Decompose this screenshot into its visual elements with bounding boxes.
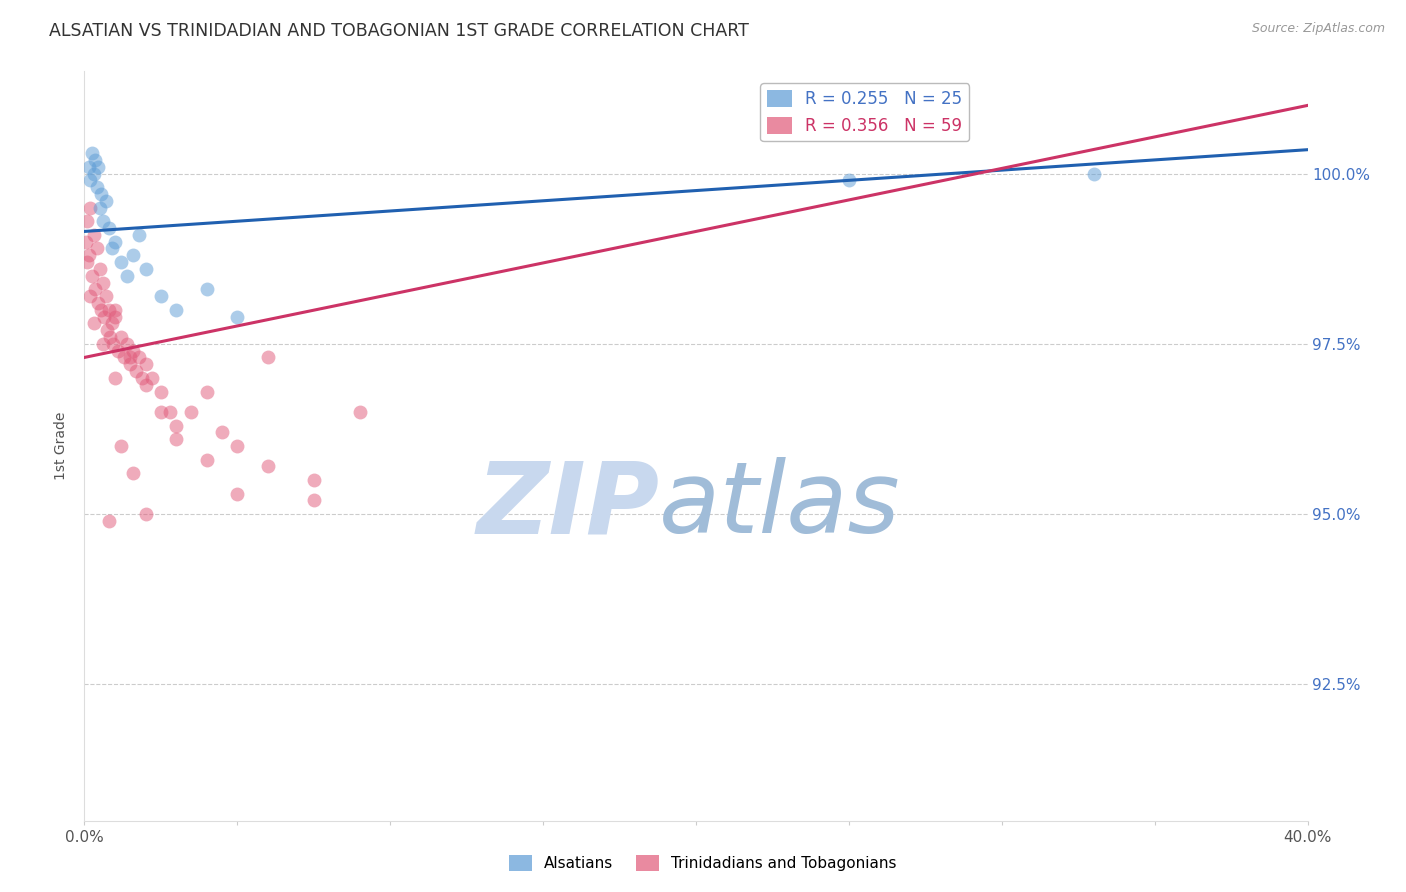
Point — [180, 405, 202, 419]
Point — [104, 302, 127, 317]
Point — [302, 473, 325, 487]
Point — [165, 418, 187, 433]
Point — [86, 242, 108, 256]
Point — [302, 493, 325, 508]
Point — [97, 221, 120, 235]
Point — [90, 302, 112, 317]
Point — [76, 214, 98, 228]
Point — [91, 214, 114, 228]
Point — [107, 343, 129, 358]
Point — [1083, 167, 1105, 181]
Point — [101, 242, 124, 256]
Point — [89, 201, 111, 215]
Point — [83, 317, 105, 331]
Point — [77, 248, 100, 262]
Point — [149, 405, 172, 419]
Point — [98, 330, 121, 344]
Point — [226, 439, 249, 453]
Point — [165, 432, 187, 446]
Point — [77, 160, 100, 174]
Point — [96, 323, 118, 337]
Point — [87, 296, 110, 310]
Point — [90, 186, 112, 201]
Point — [91, 276, 114, 290]
Point — [87, 160, 110, 174]
Point — [110, 255, 132, 269]
Point — [83, 227, 105, 242]
Point — [80, 146, 103, 161]
Text: atlas: atlas — [659, 458, 901, 555]
Point — [135, 357, 157, 371]
Point — [104, 371, 127, 385]
Point — [115, 336, 138, 351]
Point — [226, 310, 249, 324]
Point — [195, 452, 218, 467]
Point — [79, 173, 101, 187]
Point — [86, 180, 108, 194]
Point — [97, 302, 120, 317]
Point — [149, 384, 172, 399]
Point — [120, 351, 142, 365]
Point — [149, 289, 172, 303]
Point — [97, 514, 120, 528]
Text: Source: ZipAtlas.com: Source: ZipAtlas.com — [1251, 22, 1385, 36]
Point — [80, 268, 103, 283]
Point — [79, 289, 101, 303]
Point — [195, 282, 218, 296]
Point — [110, 330, 132, 344]
Point — [75, 235, 97, 249]
Point — [115, 268, 138, 283]
Point — [83, 167, 105, 181]
Point — [135, 261, 157, 276]
Point — [131, 371, 153, 385]
Point — [135, 507, 157, 521]
Legend: R = 0.255   N = 25, R = 0.356   N = 59: R = 0.255 N = 25, R = 0.356 N = 59 — [761, 84, 969, 142]
Point — [112, 351, 135, 365]
Point — [838, 173, 860, 187]
Point — [122, 343, 145, 358]
Point — [257, 351, 280, 365]
Point — [94, 194, 117, 208]
Point — [211, 425, 233, 440]
Point — [125, 364, 148, 378]
Point — [122, 248, 145, 262]
Point — [128, 227, 150, 242]
Y-axis label: 1st Grade: 1st Grade — [55, 412, 69, 480]
Point — [122, 467, 145, 481]
Point — [257, 459, 280, 474]
Point — [195, 384, 218, 399]
Text: ZIP: ZIP — [477, 458, 659, 555]
Text: ALSATIAN VS TRINIDADIAN AND TOBAGONIAN 1ST GRADE CORRELATION CHART: ALSATIAN VS TRINIDADIAN AND TOBAGONIAN 1… — [49, 22, 749, 40]
Point — [103, 336, 125, 351]
Point — [84, 282, 107, 296]
Point — [110, 439, 132, 453]
Point — [128, 351, 150, 365]
Point — [165, 302, 187, 317]
Point — [349, 405, 371, 419]
Point — [89, 261, 111, 276]
Point — [94, 289, 117, 303]
Point — [101, 317, 124, 331]
Point — [141, 371, 163, 385]
Legend: Alsatians, Trinidadians and Tobagonians: Alsatians, Trinidadians and Tobagonians — [503, 849, 903, 877]
Point — [91, 336, 114, 351]
Point — [104, 310, 127, 324]
Point — [135, 377, 157, 392]
Point — [79, 201, 101, 215]
Point — [226, 486, 249, 500]
Point — [159, 405, 181, 419]
Point — [76, 255, 98, 269]
Point — [84, 153, 107, 167]
Point — [93, 310, 115, 324]
Point — [104, 235, 127, 249]
Point — [120, 357, 142, 371]
